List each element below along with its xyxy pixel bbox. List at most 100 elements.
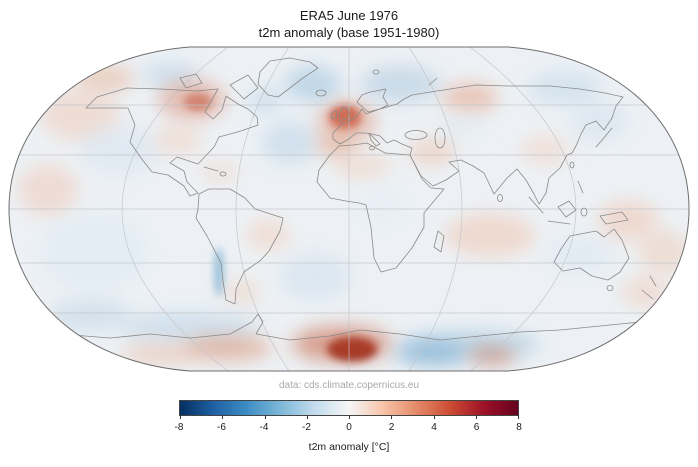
anomaly-antarctica-w-warm bbox=[184, 336, 272, 360]
coast-iceland bbox=[315, 89, 327, 97]
anomaly-ne-pacific-warm bbox=[40, 89, 120, 141]
coast-new-guinea bbox=[599, 211, 629, 225]
anomaly-s-ocean-cold-sw bbox=[48, 300, 132, 330]
coast-tasmania bbox=[606, 285, 614, 291]
colorbar-tick-mark bbox=[518, 415, 519, 419]
coast-philippines bbox=[577, 180, 584, 194]
anomaly-caribbean-warm bbox=[198, 162, 242, 182]
coast-victoria-island bbox=[179, 73, 203, 89]
graticule bbox=[9, 47, 689, 371]
colorbar-tick-mark bbox=[180, 415, 181, 419]
coast-taiwan bbox=[569, 161, 575, 169]
coast-black-sea bbox=[404, 130, 428, 140]
coast-south-america bbox=[195, 188, 284, 305]
coast-scandinavia bbox=[356, 88, 389, 113]
anomaly-n-atlantic-cold bbox=[262, 122, 318, 164]
colorbar-tick-mark bbox=[306, 415, 308, 419]
colorbar-tick-label: 6 bbox=[473, 422, 480, 433]
meridian bbox=[469, 47, 577, 371]
anomaly-sahara-warm bbox=[332, 153, 392, 179]
coast-baffin-island bbox=[229, 74, 259, 100]
coast-australia bbox=[553, 228, 630, 281]
colorbar-tick-label: 4 bbox=[431, 422, 437, 433]
coast-caspian-sea bbox=[434, 127, 446, 149]
coast-cuba bbox=[203, 166, 219, 172]
colorbar-tick-label: -4 bbox=[259, 422, 269, 433]
coast-svalbard bbox=[372, 69, 380, 75]
anomaly-brazil-warm bbox=[246, 219, 290, 251]
colorbar: -8 -6 -4 -2 0 2 4 6 8 bbox=[175, 400, 522, 435]
colorbar-label: t2m anomaly [°C] bbox=[308, 441, 390, 453]
anomaly-n-pacific-cold bbox=[80, 125, 160, 175]
coast-new-zealand-south bbox=[641, 289, 654, 300]
coast-new-zealand-north bbox=[649, 275, 657, 287]
coast-ireland bbox=[330, 109, 338, 120]
anomaly-chile-coast-cold bbox=[214, 247, 224, 297]
title-line1: ERA5 June 1976 bbox=[299, 8, 399, 23]
colorbar-tick-mark bbox=[391, 415, 393, 419]
coast-greenland bbox=[257, 57, 319, 98]
anomaly-c-siberia-warm bbox=[442, 83, 498, 113]
coastlines bbox=[14, 57, 686, 341]
anomaly-antarctica-e-warm bbox=[468, 347, 516, 365]
colorbar-tick-label: -2 bbox=[302, 422, 311, 433]
meridian bbox=[121, 47, 229, 371]
coast-north-america bbox=[85, 87, 259, 197]
anomaly-hudson-warm-core bbox=[184, 93, 212, 111]
anomaly-s-ocean-cold-w bbox=[120, 312, 260, 344]
coast-africa bbox=[316, 142, 445, 273]
anomaly-argentina-warm bbox=[224, 279, 260, 305]
anomaly-nw-pacific-cold bbox=[570, 102, 630, 142]
anomaly-antarctica-interior-warm bbox=[120, 344, 200, 364]
coast-italy bbox=[368, 132, 381, 147]
colorbar-tick-mark bbox=[349, 415, 350, 419]
anomaly-w-europe-heat-halo bbox=[318, 102, 376, 140]
colorbar-tick-label: 8 bbox=[516, 422, 522, 433]
coast-sumatra bbox=[528, 196, 544, 214]
coast-japan bbox=[595, 127, 613, 148]
anomaly-s-atlantic-cold bbox=[279, 252, 351, 302]
figure-title: ERA5 June 1976 t2m anomaly (base 1951-19… bbox=[0, 7, 698, 41]
coast-great-britain bbox=[338, 106, 351, 122]
colorbar-tick-label: 0 bbox=[346, 422, 352, 433]
coast-eurasia bbox=[332, 84, 624, 205]
coast-sicily bbox=[369, 145, 375, 151]
anomaly-c-africa-cold bbox=[356, 186, 408, 226]
anomaly-eq-pacific-warm bbox=[18, 164, 78, 216]
anomaly-davis-strait-cold bbox=[248, 87, 282, 113]
meridian bbox=[408, 47, 463, 371]
coast-sulawesi bbox=[580, 207, 588, 217]
coast-madagascar bbox=[433, 230, 445, 253]
title-line2: t2m anomaly (base 1951-1980) bbox=[258, 25, 440, 40]
colorbar-tick-label: -6 bbox=[217, 422, 226, 433]
anomaly-scandinavia-cold bbox=[360, 66, 440, 102]
anomaly-greenland-sea-cold bbox=[285, 66, 341, 102]
colorbar-ticks: -8 -6 -4 -2 0 2 4 6 8 bbox=[175, 422, 522, 435]
colorbar-tick-mark bbox=[475, 415, 477, 419]
colorbar-tick-mark bbox=[264, 415, 266, 419]
coast-sri-lanka bbox=[497, 194, 503, 202]
map-boundary bbox=[8, 46, 690, 372]
colorbar-gradient bbox=[179, 400, 519, 419]
attribution: data: cds.climate.copernicus.eu bbox=[278, 380, 420, 391]
coast-antarctica bbox=[14, 313, 686, 341]
anomaly-indian-ocean-warm bbox=[445, 213, 535, 257]
anomaly-us-plains-warm bbox=[154, 126, 202, 154]
anomaly-se-pacific-cold bbox=[40, 212, 150, 292]
colorbar-tick-mark bbox=[433, 415, 435, 419]
anomaly-china-warm bbox=[520, 135, 570, 165]
anomaly-mideast-warm bbox=[408, 139, 456, 165]
anomaly-antarctica-e-cold bbox=[394, 343, 466, 365]
anomaly-iberia-morocco-warm bbox=[316, 133, 358, 157]
colorbar-tick-label: -8 bbox=[174, 422, 184, 433]
anomaly-kazakh-cold bbox=[440, 113, 484, 139]
meridian bbox=[235, 47, 290, 371]
anomaly-antarctica-heat-halo bbox=[292, 326, 392, 362]
coast-java bbox=[547, 220, 571, 225]
colorbar-tick-mark bbox=[222, 415, 224, 419]
coast-borneo bbox=[557, 200, 577, 218]
coast-novaya-zemlya bbox=[428, 77, 438, 86]
anomaly-e-siberia-cold bbox=[527, 71, 603, 105]
